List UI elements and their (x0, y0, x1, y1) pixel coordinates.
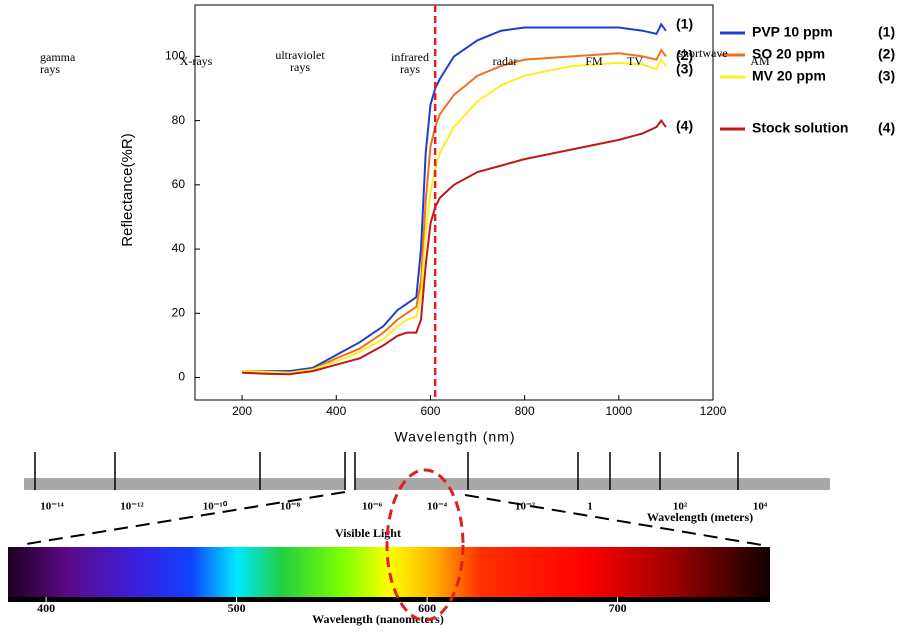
y-tick-label: 60 (172, 177, 186, 191)
y-tick-label: 0 (178, 370, 185, 384)
plot-frame (194, 4, 714, 401)
visible-spectrum (8, 547, 770, 597)
scale-label: 10⁻² (515, 501, 536, 513)
y-tick-label: 20 (172, 305, 186, 319)
visible-tick-label: 400 (37, 601, 55, 615)
curve-tag: (4) (676, 118, 693, 134)
curve-tag: (1) (676, 15, 693, 31)
legend-tag: (3) (878, 68, 895, 84)
legend-tag: (2) (878, 46, 895, 62)
y-axis-label: Reflectance(%R) (119, 133, 136, 246)
series-line (242, 118, 667, 376)
band-label: infrared (391, 50, 429, 64)
band-label: gamma (40, 50, 76, 64)
x-tick-label: 1200 (700, 404, 727, 418)
visible-tick-label: 500 (228, 601, 246, 615)
x-tick-label: 800 (515, 404, 535, 418)
legend-tag: (1) (878, 24, 895, 40)
scale-label: 10⁴ (753, 501, 768, 513)
curve-tag: (3) (676, 61, 693, 77)
y-tick-label: 100 (165, 49, 185, 63)
x-tick-label: 600 (420, 404, 440, 418)
zoom-line (19, 491, 346, 546)
band-label: rays (40, 62, 60, 76)
legend-label: PVP 10 ppm (752, 24, 833, 40)
y-tick-label: 40 (172, 241, 186, 255)
scale-label: 1 (587, 501, 593, 513)
band-label: rays (400, 62, 420, 76)
visible-title: Visible Light (335, 526, 401, 540)
scale-label: 10⁻⁴ (427, 501, 448, 513)
scale-title: Wavelength (meters) (647, 510, 753, 524)
scale-label: 10⁻¹⁴ (40, 501, 64, 513)
legend-label: SO 20 ppm (752, 46, 825, 62)
em-bar (24, 478, 830, 490)
curve-tag: (2) (676, 47, 693, 63)
scale-label: 10⁻⁸ (280, 501, 301, 513)
legend-label: Stock solution (752, 120, 848, 136)
legend-tag: (4) (878, 120, 895, 136)
scale-label: 10⁻¹² (120, 501, 144, 513)
x-tick-label: 200 (232, 404, 252, 418)
em-break (345, 475, 355, 493)
legend-label: MV 20 ppm (752, 68, 826, 84)
band-label: FM (585, 54, 603, 68)
visible-tick-label: 600 (418, 601, 436, 615)
visible-axis (8, 597, 770, 602)
visible-tick-label: 700 (609, 601, 627, 615)
y-tick-label: 80 (172, 113, 186, 127)
x-tick-label: 1000 (605, 404, 632, 418)
x-axis-label: Wavelength (nm) (394, 429, 515, 445)
band-label: TV (627, 54, 643, 68)
x-tick-label: 400 (326, 404, 346, 418)
band-label: AM (750, 54, 770, 68)
highlight-ellipse (385, 468, 465, 622)
series-line (242, 22, 667, 373)
series-line (242, 57, 667, 374)
zoom-line (464, 494, 763, 546)
scale-label: 10⁻⁶ (362, 501, 383, 513)
band-label: X-rays (180, 54, 213, 68)
band-label: rays (290, 60, 310, 74)
band-label: ultraviolet (275, 48, 325, 62)
band-label: shortwave (678, 46, 727, 60)
band-label: radar (493, 54, 518, 68)
scale-label: 10⁻¹⁰ (203, 501, 228, 513)
scale-label: 10² (673, 501, 688, 513)
series-line (242, 48, 667, 374)
